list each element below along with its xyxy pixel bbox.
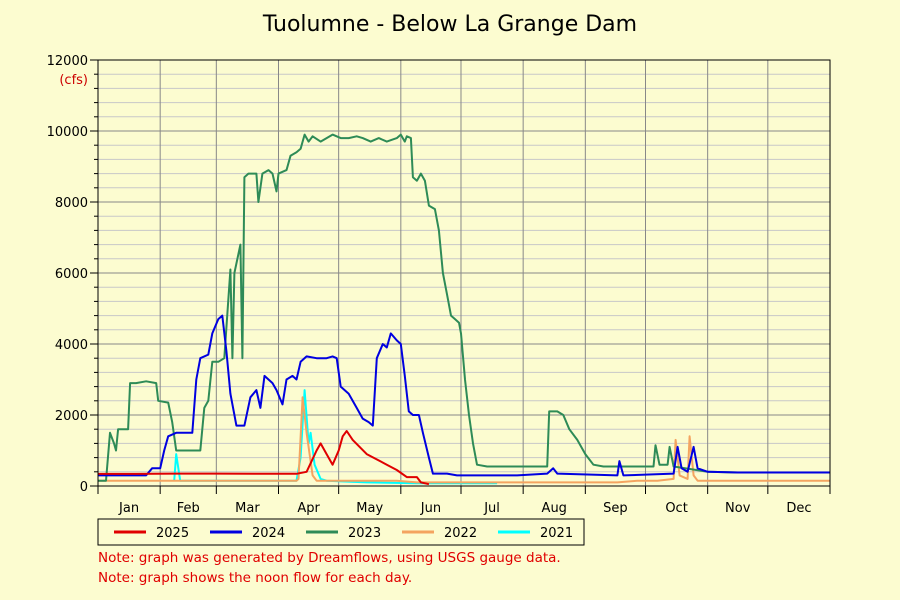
series-layer <box>98 133 830 486</box>
legend-label-2024: 2024 <box>252 526 285 541</box>
x-tick-label: Apr <box>297 501 320 516</box>
x-tick-label: Feb <box>177 501 200 516</box>
legend-label-2025: 2025 <box>156 526 189 541</box>
grid-layer <box>97 59 831 487</box>
series-line-2022 <box>98 396 830 484</box>
legend-label-2022: 2022 <box>444 526 477 541</box>
series-line-2021 <box>173 389 498 485</box>
x-tick-label: Nov <box>725 501 751 516</box>
y-tick-label: 6000 <box>55 267 88 282</box>
note-source: Note: graph was generated by Dreamflows,… <box>98 550 561 566</box>
legend-layer: 2025 2024 2023 2022 2021 <box>97 518 585 546</box>
x-tick-label: Jan <box>118 501 139 516</box>
x-tick-label: Sep <box>603 501 628 516</box>
x-tick-label: Aug <box>542 501 567 516</box>
note-noon-flow: Note: graph shows the noon flow for each… <box>98 570 413 586</box>
x-tick-label: Mar <box>235 501 260 516</box>
legend-label-2023: 2023 <box>348 526 381 541</box>
y-tick-label: 0 <box>80 480 88 495</box>
axis-layer: 0 2000 4000 6000 8000 10000 12000 (cfs) Jan Feb Ma… <box>47 54 831 516</box>
y-axis-label: (cfs) <box>59 73 88 88</box>
y-tick-label: 12000 <box>47 54 88 69</box>
x-tick-label: Jul <box>483 501 500 516</box>
chart-title: Tuolumne - Below La Grange Dam <box>262 12 638 37</box>
y-tick-label: 4000 <box>55 338 88 353</box>
x-tick-label: Jun <box>420 501 441 516</box>
x-tick-label: May <box>356 501 383 516</box>
series-line-2025 <box>98 430 430 486</box>
y-tick-label: 2000 <box>55 409 88 424</box>
series-line-2024 <box>98 314 830 477</box>
x-tick-label: Dec <box>786 501 811 516</box>
x-tick-label: Oct <box>665 501 687 516</box>
y-tick-label: 8000 <box>55 196 88 211</box>
series-line-2023 <box>98 133 830 482</box>
y-tick-label: 10000 <box>47 125 88 140</box>
legend-label-2021: 2021 <box>540 526 573 541</box>
